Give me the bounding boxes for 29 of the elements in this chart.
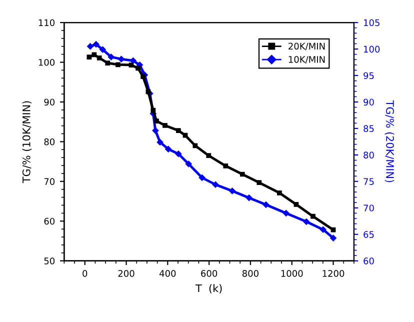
y2-tick-label: 85 [364,125,374,132]
y-tick-label: 100 [38,58,55,66]
x-tick-label: 600 [201,270,218,277]
x-tick-label: 0 [82,270,88,277]
legend-label: 20K/MIN [288,42,325,50]
x-tick-label: 400 [159,270,176,277]
legend-label: 10K/MIN [288,56,325,64]
x-tick-label: 200 [118,270,134,277]
y-tick-label: 90 [44,98,55,106]
y-tick-label: 60 [44,218,55,225]
y2-tick-label: 80 [364,152,374,158]
y2-tick-label: 65 [364,231,374,238]
y2-tick-label: 75 [364,178,374,185]
y-axis-title: TG/% (10K/MIN) [22,101,32,184]
y2-axis-title: TG/% (20K/MIN) [384,100,394,182]
x-tick-label: 800 [242,270,258,277]
y2-tick-label: 70 [364,204,374,212]
x-axis-title: T (k) [195,284,222,294]
y2-tick-label: 105 [364,19,380,26]
y-tick-label: 110 [38,19,55,26]
y2-tick-label: 95 [364,72,374,80]
y2-tick-label: 100 [364,46,380,53]
y-tick-label: 80 [44,138,55,146]
x-tick-label: 1200 [322,270,344,277]
y2-tick-label: 90 [364,98,374,106]
x-tick-label: 1000 [281,270,303,277]
y2-tick-label: 60 [364,258,374,264]
y-tick-label: 70 [44,178,55,185]
y-tick-label: 50 [44,258,55,264]
